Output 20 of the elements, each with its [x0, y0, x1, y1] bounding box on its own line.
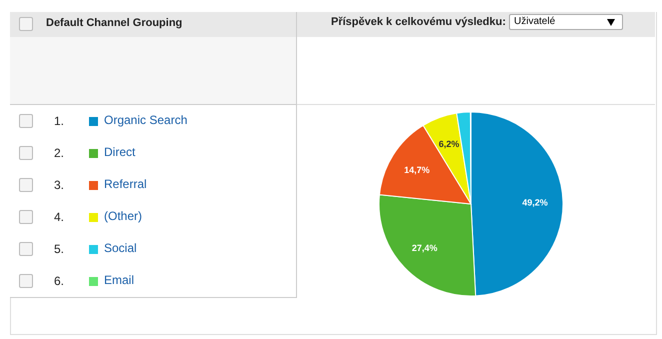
data-label: 6,2% [438, 138, 460, 149]
text: 6. [54, 274, 64, 288]
text: 1. [54, 114, 64, 128]
legend-label: Social [104, 241, 137, 255]
data-label: 49,2% [522, 197, 548, 208]
legend-label: Referral [104, 177, 147, 191]
text: 2. [54, 146, 64, 160]
dropdown-field: Uživatelé [509, 14, 623, 30]
legend-label: (Other) [104, 209, 142, 223]
legend-label: Email [104, 273, 134, 287]
data-label: 27,4% [412, 243, 438, 254]
text: 4. [54, 210, 64, 224]
data-label: 14,7% [404, 164, 430, 175]
chart-subtitle: Uživatelé [514, 16, 556, 27]
text: 5. [54, 242, 64, 256]
chart-title: Příspěvek k celkovému výsledku: [331, 16, 506, 28]
legend-label: Direct [104, 145, 136, 159]
legend-label: Organic Search [104, 113, 188, 127]
legend-title: Default Channel Grouping [46, 17, 182, 29]
text: 3. [54, 178, 64, 192]
